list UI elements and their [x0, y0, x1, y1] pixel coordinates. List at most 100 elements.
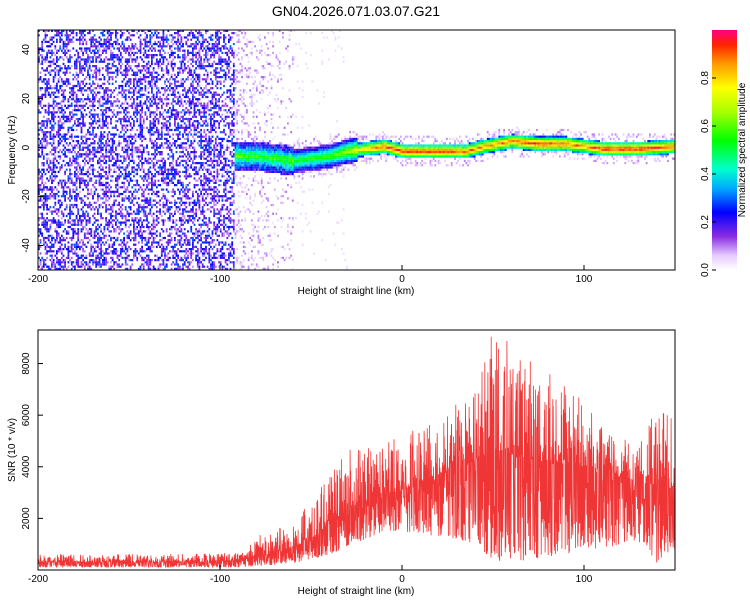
spectrogram-cell: [56, 89, 58, 92]
spectrogram-cell: [134, 104, 137, 107]
spectrogram-cell: [123, 146, 125, 149]
spectrogram-cell: [183, 58, 186, 61]
spectrogram-cell: [152, 245, 155, 248]
spectrogram-cell: [83, 78, 86, 81]
spectrogram-cell: [39, 126, 42, 129]
spectrogram-cell: [167, 252, 170, 255]
spectrogram-cell: [74, 109, 76, 112]
spectrogram-cell: [187, 157, 189, 160]
spectrogram-cell: [175, 111, 178, 114]
spectrogram-cell: [77, 223, 80, 226]
spectrogram-cell: [165, 168, 168, 171]
spectrogram-cell: [74, 62, 76, 65]
spectrogram-cell: [47, 239, 50, 242]
spectrogram-cell: [92, 195, 94, 198]
spectrogram-cell: [139, 186, 142, 189]
spectrogram-cell: [147, 67, 150, 70]
spectrogram-cell: [126, 248, 129, 251]
spectrogram-cell: [164, 89, 166, 92]
spectrogram-cell: [57, 133, 60, 136]
spectrogram-cell: [101, 120, 104, 123]
spectrogram-cell: [169, 232, 171, 235]
spectrogram-cell: [196, 124, 199, 127]
spectrogram-cell: [123, 78, 125, 81]
spectrogram-cell: [128, 175, 130, 178]
spectrogram-cell: [162, 36, 165, 39]
spectrogram-cell: [124, 206, 127, 209]
spectrogram-cell: [59, 155, 62, 158]
spectrogram-cell: [151, 76, 153, 79]
spectrogram-cell: [157, 267, 160, 270]
spectrogram-cell: [121, 71, 124, 74]
spectrogram-cell: [118, 69, 121, 72]
spectrogram-cell: [131, 157, 134, 160]
spectrogram-cell: [165, 122, 168, 125]
spectrogram-cell: [183, 188, 186, 191]
spectrogram-cell: [42, 239, 45, 242]
spectrogram-cell: [75, 62, 78, 65]
spectrogram-cell: [64, 120, 66, 123]
spectrogram-cell: [183, 69, 186, 72]
spectrogram-cell: [133, 93, 135, 96]
spectrogram-cell: [121, 181, 124, 184]
spectrogram-cell: [49, 131, 52, 134]
spectrogram-cell: [124, 109, 127, 112]
spectrogram-cell: [93, 140, 96, 143]
spectrogram-cell: [137, 95, 140, 99]
spectrogram-cell: [111, 137, 114, 140]
spectrogram-cell: [105, 190, 107, 193]
spectrogram-cell: [52, 175, 55, 178]
spectrogram-cell: [151, 259, 153, 262]
spectrogram-cell: [105, 124, 107, 127]
spectrogram-cell: [95, 76, 98, 79]
spectrogram-cell: [92, 76, 94, 79]
spectrogram-cell: [190, 236, 193, 240]
spectrogram-cell: [93, 51, 96, 54]
spectrogram-cell: [80, 170, 83, 173]
spectrogram-cell: [139, 87, 142, 90]
spectrogram-cell: [154, 76, 157, 79]
spectrogram-cell: [188, 210, 191, 213]
spectrogram-cell: [118, 142, 121, 145]
spectrogram-cell: [160, 157, 163, 160]
spectrogram-cell: [174, 263, 176, 266]
spectrogram-cell: [70, 89, 73, 92]
spectrogram-cell: [180, 126, 183, 129]
spectrogram-cell: [146, 248, 148, 251]
spectrogram-cell: [198, 217, 201, 220]
spectrogram-cell: [79, 181, 81, 184]
spectrogram-cell: [108, 184, 111, 187]
spectrogram-cell: [82, 58, 84, 61]
spectrogram-cell: [105, 38, 107, 41]
spectrogram-cell: [175, 223, 178, 226]
spectrogram-cell: [159, 137, 161, 140]
spectrogram-cell: [93, 190, 96, 193]
spectrogram-cell: [108, 76, 111, 79]
spectrogram-cell: [64, 170, 66, 173]
spectrogram-cell: [159, 159, 161, 162]
spectrogram-cell: [193, 148, 196, 151]
spectrogram-cell: [164, 162, 166, 165]
spectrogram-cell: [54, 166, 57, 169]
spectrogram-cell: [134, 45, 137, 48]
spectrogram-cell: [75, 177, 78, 180]
spectrogram-cell: [113, 230, 116, 233]
spectrogram-cell: [83, 58, 86, 61]
spectrogram-cell: [182, 82, 184, 85]
spectrogram-cell: [41, 87, 44, 90]
spectrogram-cell: [92, 45, 94, 48]
spectrogram-cell: [106, 208, 109, 211]
spectrogram-cell: [77, 142, 80, 145]
spectrogram-cell: [167, 115, 170, 118]
spectrogram-cell: [98, 151, 101, 154]
spectrogram-cell: [74, 252, 76, 255]
spectrogram-cell: [69, 120, 71, 123]
spectrogram-cell: [118, 175, 121, 178]
spectrogram-cell: [74, 100, 76, 103]
spectrogram-cell: [101, 192, 104, 196]
spectrogram-cell: [42, 29, 45, 32]
spectrogram-cell: [169, 173, 171, 176]
spectrogram-cell: [121, 221, 124, 224]
spectrogram-cell: [188, 239, 191, 242]
spectrogram-cell: [44, 93, 47, 96]
